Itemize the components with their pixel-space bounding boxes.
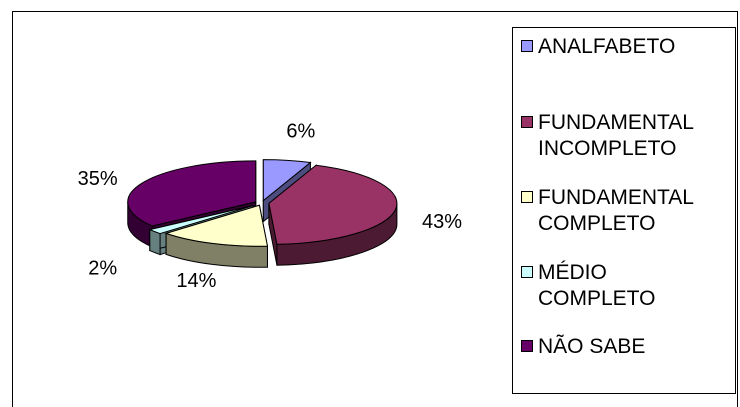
pie-slices bbox=[127, 159, 398, 268]
legend-swatch-nao-sabe bbox=[521, 340, 533, 352]
pie-chart: 6% 43% 14% 2% 35% bbox=[78, 120, 463, 292]
chart-frame bbox=[12, 11, 738, 407]
legend-label-medio-completo: MÉDIO COMPLETO bbox=[538, 261, 656, 310]
data-label-fundamental-incompleto: 43% bbox=[422, 211, 462, 233]
legend-swatch-fundamental-incompleto bbox=[521, 116, 533, 128]
slice-top-fundamental-completo bbox=[164, 204, 269, 247]
legend-label-analfabeto: ANALFABETO bbox=[538, 35, 676, 58]
pie-slice-fundamental-completo bbox=[164, 204, 269, 268]
slice-top-analfabeto bbox=[262, 159, 312, 202]
legend-item-nao-sabe: NÃO SABE bbox=[521, 334, 645, 360]
legend: ANALFABETO FUNDAMENTAL INCOMPLETO FUNDAM… bbox=[512, 27, 736, 394]
slice-top-medio-completo bbox=[148, 205, 254, 235]
data-label-medio-completo: 2% bbox=[88, 257, 117, 279]
pie-slice-fundamental-incompleto bbox=[268, 164, 398, 266]
legend-label-fundamental-incompleto: FUNDAMENTAL INCOMPLETO bbox=[538, 111, 694, 160]
legend-item-analfabeto: ANALFABETO bbox=[521, 34, 675, 60]
legend-label-fundamental-completo: FUNDAMENTAL COMPLETO bbox=[538, 186, 694, 235]
data-label-fundamental-completo: 14% bbox=[176, 270, 216, 292]
data-label-nao-sabe: 35% bbox=[78, 168, 118, 190]
legend-swatch-fundamental-completo bbox=[521, 191, 533, 203]
legend-item-fundamental-completo: FUNDAMENTAL COMPLETO bbox=[521, 185, 694, 237]
slice-top-nao-sabe bbox=[127, 160, 257, 227]
legend-swatch-medio-completo bbox=[521, 266, 533, 278]
data-label-analfabeto: 6% bbox=[286, 120, 315, 142]
legend-label-nao-sabe: NÃO SABE bbox=[538, 335, 646, 358]
legend-swatch-analfabeto bbox=[521, 40, 533, 52]
legend-item-fundamental-incompleto: FUNDAMENTAL INCOMPLETO bbox=[521, 110, 694, 162]
pie-data-labels: 6% 43% 14% 2% 35% bbox=[78, 120, 463, 292]
slice-top-fundamental-incompleto bbox=[268, 164, 398, 245]
legend-item-medio-completo: MÉDIO COMPLETO bbox=[521, 260, 655, 312]
